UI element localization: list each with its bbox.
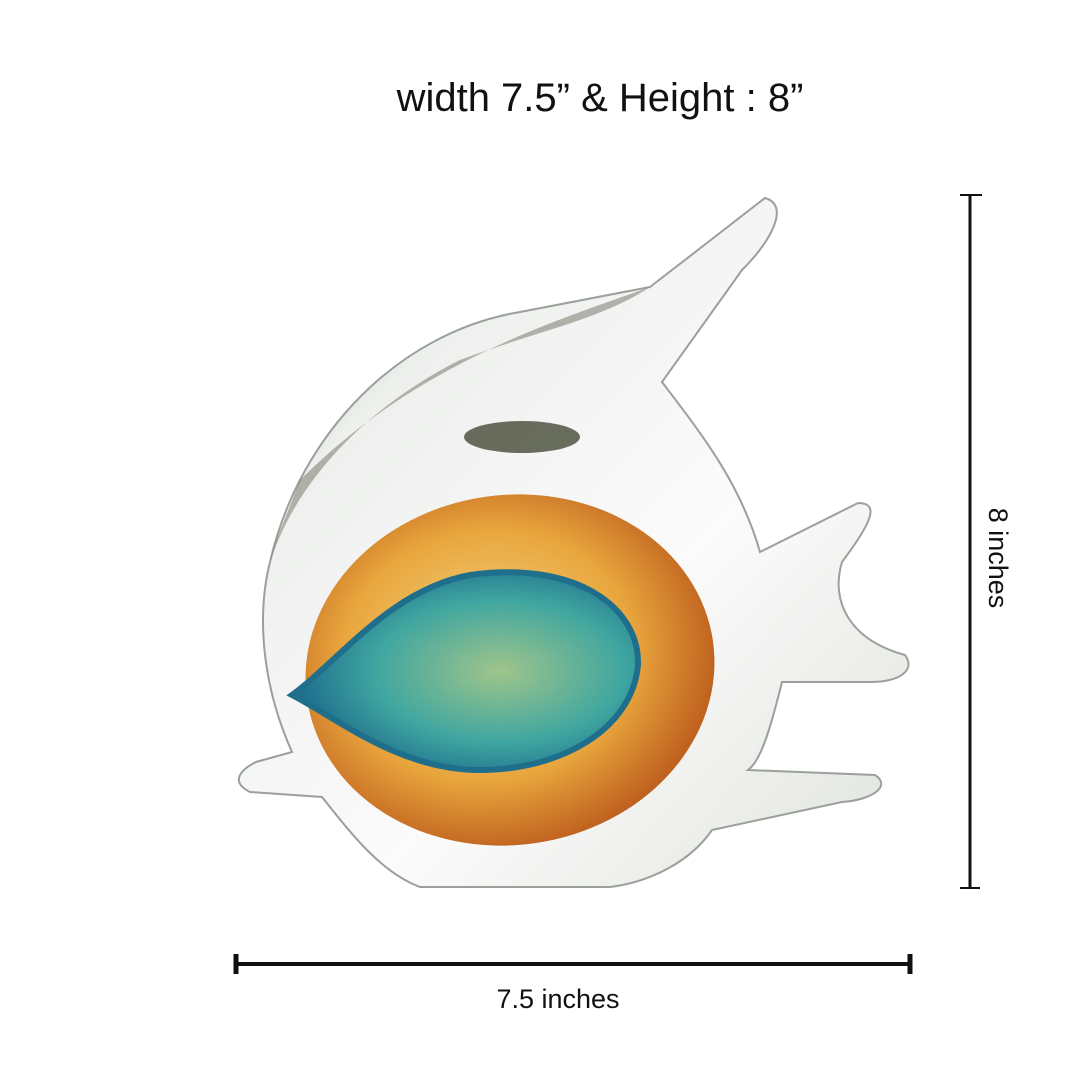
- gill-spot: [464, 421, 580, 453]
- width-label: 7.5 inches: [496, 984, 619, 1014]
- title: width 7.5” & Height : 8”: [396, 76, 804, 120]
- width-dimension: [233, 954, 913, 974]
- height-dimension: [960, 194, 982, 889]
- fish-sculpture: [237, 196, 910, 888]
- teal-core: [286, 569, 642, 774]
- height-label: 8 inches: [983, 508, 1013, 609]
